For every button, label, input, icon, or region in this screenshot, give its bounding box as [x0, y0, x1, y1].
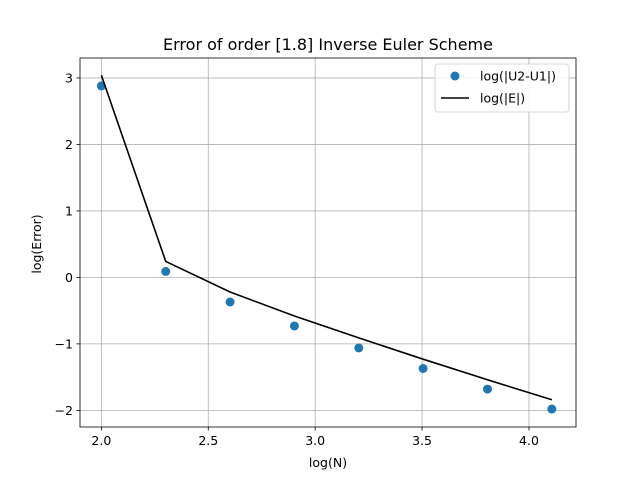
x-tick-label: 3.5 [412, 433, 432, 448]
y-tick-label: 1 [65, 203, 73, 218]
y-axis-label: log(Error) [29, 214, 44, 273]
legend: log(|U2-U1|) log(|E|) [434, 63, 570, 113]
y-tick-label: −2 [55, 403, 73, 418]
legend-label: log(|U2-U1|) [480, 69, 556, 84]
data-point [289, 321, 299, 331]
legend-box [434, 63, 570, 113]
y-tick-label: 3 [65, 70, 73, 85]
x-tick-label: 4.0 [519, 433, 539, 448]
legend-label: log(|E|) [480, 91, 525, 106]
x-tick-label: 2.5 [198, 433, 218, 448]
data-point [161, 266, 171, 276]
data-point [225, 297, 235, 307]
y-tick-label: 0 [65, 270, 73, 285]
data-point [547, 404, 557, 414]
data-point [354, 343, 364, 353]
x-tick-label: 2.0 [91, 433, 111, 448]
series-line [100, 75, 553, 401]
y-tick-label: −1 [55, 336, 73, 351]
axes-frame [79, 57, 577, 428]
y-tick-label: 2 [65, 137, 73, 152]
ticks: 2.0 2.5 3.0 3.5 4.0 −2 −1 0 1 2 3 [55, 70, 539, 448]
chart-title: Error of order [1.8] Inverse Euler Schem… [163, 35, 493, 54]
data-point [418, 363, 428, 373]
x-axis-label: log(N) [309, 455, 347, 470]
legend-marker-swatch [450, 71, 460, 81]
x-tick-label: 3.0 [305, 433, 325, 448]
data-point [482, 384, 492, 394]
plot-data [96, 75, 557, 414]
